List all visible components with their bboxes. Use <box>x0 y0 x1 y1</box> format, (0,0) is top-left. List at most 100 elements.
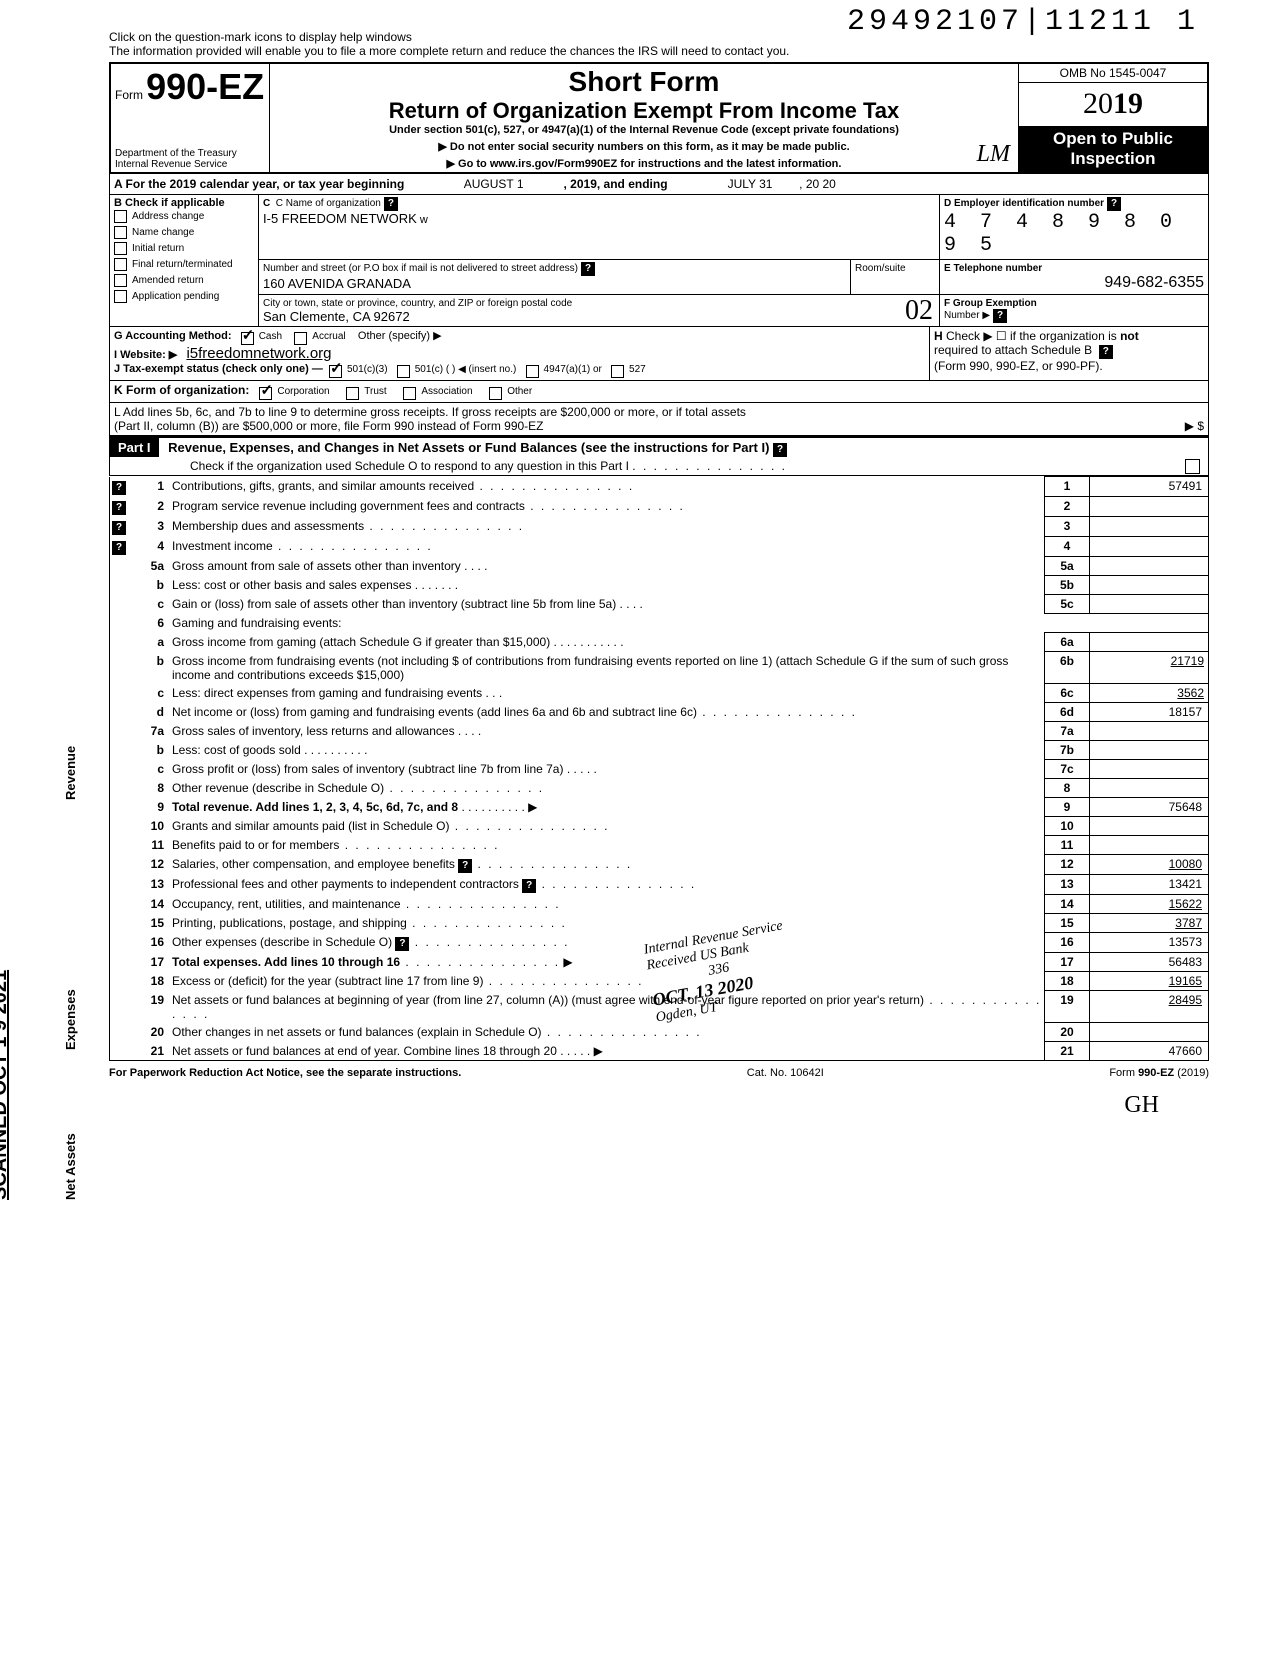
chk-accrual[interactable]: Accrual <box>294 331 345 342</box>
footer-left: For Paperwork Reduction Act Notice, see … <box>109 1067 461 1079</box>
help-icon[interactable] <box>773 443 787 457</box>
handwritten-gh: GH <box>1124 1092 1159 1119</box>
help-icon[interactable] <box>395 937 409 951</box>
chk-app-pending[interactable]: Application pending <box>114 289 254 305</box>
open-inspection: Open to PublicInspection <box>1019 126 1209 173</box>
instr2: Go to www.irs.gov/Form990EZ for instruct… <box>274 157 1014 170</box>
org-name: I-5 FREEDOM NETWORK <box>263 211 417 226</box>
help-icon[interactable] <box>112 481 126 495</box>
box-c-label: C Name of organization <box>276 198 381 209</box>
help-icon[interactable] <box>581 262 595 276</box>
l10: Grants and similar amounts paid (list in… <box>170 817 1045 836</box>
footer-mid: Cat. No. 10642I <box>747 1067 824 1079</box>
help-icon[interactable] <box>112 541 126 555</box>
box-b-label: B Check if applicable <box>114 197 254 209</box>
part1-check-line: Check if the organization used Schedule … <box>190 459 629 473</box>
help-icon[interactable] <box>384 197 398 211</box>
l4: Investment income <box>170 537 1045 557</box>
city: San Clemente, CA 92672 <box>263 309 410 324</box>
l6a: Gross income from gaming (attach Schedul… <box>170 633 1045 652</box>
l3: Membership dues and assessments <box>170 517 1045 537</box>
footer-right: Form 990-EZ (2019) <box>1109 1067 1209 1079</box>
chk-4947[interactable]: 4947(a)(1) or <box>526 364 602 375</box>
l15: Printing, publications, postage, and shi… <box>170 914 1045 933</box>
handwritten-02: 02 <box>905 295 933 327</box>
room-label: Room/suite <box>855 263 906 274</box>
l20: Other changes in net assets or fund bala… <box>170 1023 1045 1042</box>
chk-assoc[interactable]: Association <box>403 386 472 397</box>
part1-title: Revenue, Expenses, and Changes in Net As… <box>162 440 769 455</box>
form-number: 990-EZ <box>146 66 264 107</box>
help-icon[interactable] <box>1107 197 1121 211</box>
l6b: Gross income from fundraising events (no… <box>170 652 1045 684</box>
subtitle: Under section 501(c), 527, or 4947(a)(1)… <box>274 124 1014 136</box>
l8: Other revenue (describe in Schedule O) <box>170 779 1045 798</box>
chk-trust[interactable]: Trust <box>346 386 386 397</box>
chk-address-change[interactable]: Address change <box>114 209 254 225</box>
part1-hdr: Part I <box>110 438 159 457</box>
chk-501c[interactable]: 501(c) ( ) ◀ (insert no.) <box>397 364 517 375</box>
help-icon[interactable] <box>458 859 472 873</box>
l6: Gaming and fundraising events: <box>170 614 1209 633</box>
side-netassets: Net Assets <box>63 1133 78 1200</box>
box-f-sub: Number ▶ <box>944 310 990 321</box>
box-d-label: D Employer identification number <box>944 198 1104 209</box>
l9: Total revenue. Add lines 1, 2, 3, 4, 5c,… <box>170 798 1045 817</box>
city-label: City or town, state or province, country… <box>263 298 572 309</box>
help-icon[interactable] <box>1099 345 1113 359</box>
row-k-label: K Form of organization: <box>114 383 249 397</box>
l18: Excess or (deficit) for the year (subtra… <box>170 972 1045 991</box>
l5c: Gain or (loss) from sale of assets other… <box>170 595 1045 614</box>
box-f-label: F Group Exemption <box>944 298 1037 309</box>
l5b: Less: cost or other basis and sales expe… <box>170 576 1045 595</box>
chk-cash[interactable]: Cash <box>241 331 282 342</box>
l17: Total expenses. Add lines 10 through 16 … <box>170 953 1045 972</box>
l6c: Less: direct expenses from gaming and fu… <box>170 684 1045 703</box>
l14: Occupancy, rent, utilities, and maintena… <box>170 895 1045 914</box>
chk-amended[interactable]: Amended return <box>114 273 254 289</box>
l13: Professional fees and other payments to … <box>170 875 1045 895</box>
l21: Net assets or fund balances at end of ye… <box>170 1042 1045 1061</box>
help-icon[interactable] <box>112 521 126 535</box>
chk-527[interactable]: 527 <box>611 364 646 375</box>
help-icon[interactable] <box>522 879 536 893</box>
help-icon[interactable] <box>993 309 1007 323</box>
side-revenue: Revenue <box>63 746 78 800</box>
ein: 4 7 4 8 9 8 0 9 5 <box>944 211 1178 257</box>
row-l: L Add lines 5b, 6c, and 7b to line 9 to … <box>109 403 1209 436</box>
chk-corp[interactable]: Corporation <box>259 386 329 397</box>
website: i5freedomnetwork.org <box>186 345 331 362</box>
l7b: Less: cost of goods sold . . . . . . . .… <box>170 741 1045 760</box>
row-h: H Check ▶ ☐ if the organization is not r… <box>930 327 1209 381</box>
addr-label: Number and street (or P.O box if mail is… <box>263 263 578 274</box>
omb: OMB No 1545-0047 <box>1023 66 1203 80</box>
tax-year: 2019 <box>1023 85 1203 123</box>
side-expenses: Expenses <box>63 989 78 1050</box>
l6d: Net income or (loss) from gaming and fun… <box>170 703 1045 722</box>
l2: Program service revenue including govern… <box>170 497 1045 517</box>
short-form: Short Form <box>274 66 1014 98</box>
hint-line2: The information provided will enable you… <box>109 44 1209 58</box>
box-e-label: E Telephone number <box>944 263 1042 274</box>
phone: 949-682-6355 <box>944 274 1204 292</box>
l16: Other expenses (describe in Schedule O) <box>170 933 1045 953</box>
l5a: Gross amount from sale of assets other t… <box>170 557 1045 576</box>
l12: Salaries, other compensation, and employ… <box>170 855 1045 875</box>
chk-name-change[interactable]: Name change <box>114 225 254 241</box>
chk-initial-return[interactable]: Initial return <box>114 241 254 257</box>
form-prefix: Form <box>115 88 143 102</box>
chk-501c3[interactable]: 501(c)(3) <box>329 364 388 375</box>
dept2: Internal Revenue Service <box>115 159 265 170</box>
help-icon[interactable] <box>112 501 126 515</box>
instr1: Do not enter social security numbers on … <box>274 140 1014 153</box>
chk-other[interactable]: Other <box>489 386 532 397</box>
l7a: Gross sales of inventory, less returns a… <box>170 722 1045 741</box>
row-i-label: I Website: ▶ <box>114 349 177 361</box>
l1: Contributions, gifts, grants, and simila… <box>170 477 1045 497</box>
street: 160 AVENIDA GRANADA <box>263 276 411 291</box>
l7c: Gross profit or (loss) from sales of inv… <box>170 760 1045 779</box>
chk-final-return[interactable]: Final return/terminated <box>114 257 254 273</box>
row-j-label: J Tax-exempt status (check only one) — <box>114 363 323 375</box>
initials: LM <box>977 141 1010 168</box>
chk-part1-scho[interactable] <box>1185 459 1200 474</box>
